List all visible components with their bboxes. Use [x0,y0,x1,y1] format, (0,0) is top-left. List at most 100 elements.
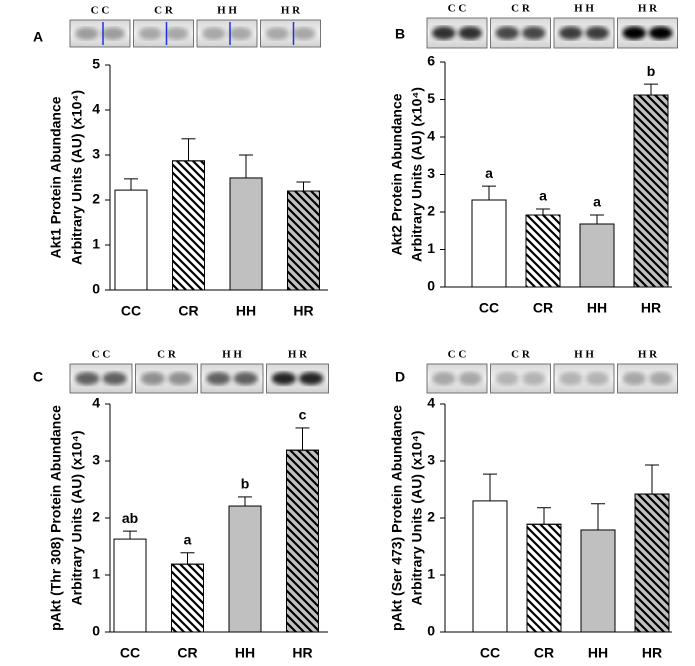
bar [229,177,263,291]
significance-letter: c [299,407,307,423]
blot-label: C C [448,3,467,15]
blot-band [228,27,253,40]
blot-band [458,372,483,385]
blot-label: H H [574,3,594,15]
bar-hatch [525,214,561,288]
y-tick-label: 3 [92,452,100,468]
blot-label: C R [511,3,531,15]
y-tick-label: 0 [92,623,100,639]
y-tick-label: 1 [427,566,435,582]
blot-label: C C [91,5,110,17]
blot-band [585,372,610,385]
blot-label: H R [638,349,658,361]
bar-hatch [171,563,204,633]
y-tick-label: 2 [92,509,100,525]
blot-band [167,372,193,385]
x-tick-label: CC [479,300,499,316]
blot-label: C R [154,5,174,17]
panel-label: B [395,26,405,42]
bar [579,223,615,288]
y-tick-label: 2 [92,191,100,207]
blot-band [298,372,324,385]
x-tick-label: CC [480,645,500,661]
y-tick-label: 0 [427,278,435,294]
bar [228,505,262,633]
x-tick-label: HR [292,645,312,661]
x-tick-label: CR [534,645,554,661]
y-tick-label: 2 [427,203,435,219]
y-tick-label: 0 [92,281,100,297]
blot-band [265,27,290,40]
significance-letter: a [485,165,493,181]
blot-band [74,372,100,385]
y-tick-label: 4 [427,395,435,411]
y-axis-label: pAkt (Thr 308) Protein Abundance [48,405,64,631]
bar [113,538,147,633]
bar-hatch [634,493,670,633]
blot-band [648,372,673,385]
y-tick-label: 4 [92,101,100,117]
blot-band [201,27,226,40]
blot-band [164,27,189,40]
blot-band [431,372,456,385]
blot-label: H H [217,5,237,17]
x-tick-label: CC [120,645,140,661]
blot-label: H H [574,349,594,361]
bar [471,199,507,288]
blot-band [622,372,647,385]
y-axis-label: Arbitrary Units (AU) (x10⁴) [409,87,425,262]
y-tick-label: 3 [427,165,435,181]
y-tick-label: 6 [427,53,435,69]
blot-label: H R [638,3,658,15]
y-tick-label: 2 [427,509,435,525]
x-tick-label: CR [177,645,197,661]
significance-letter: b [241,476,250,492]
significance-letter: a [184,531,192,547]
y-tick-label: 3 [92,146,100,162]
x-tick-label: HR [641,300,661,316]
blot-band [622,26,647,40]
y-tick-label: 4 [92,395,100,411]
blot-label: H R [281,5,301,17]
blot-label: C R [511,349,531,361]
blot-band [205,372,231,385]
bar [472,500,508,633]
bar-hatch [526,523,562,633]
blot-band [291,27,316,40]
blot-label: H H [222,349,242,361]
x-tick-label: CR [533,300,553,316]
y-tick-label: 1 [92,236,100,252]
y-tick-label: 0 [427,623,435,639]
blot-band [458,26,483,40]
y-axis-label: Arbitrary Units (AU) (x10⁴) [409,431,425,606]
blot-band [558,26,583,40]
y-axis-label: Akt1 Protein Abundance [48,96,64,258]
x-tick-label: HH [236,303,256,319]
bar [580,529,616,633]
bar-hatch [633,94,669,288]
y-tick-label: 5 [427,90,435,106]
x-tick-label: HR [293,303,313,319]
y-axis-label: pAkt (Ser 473) Protein Abundance [389,405,405,631]
x-tick-label: HR [642,645,662,661]
blot-band [558,372,583,385]
blot-band [648,26,673,40]
blot-band [585,26,610,40]
y-tick-label: 1 [92,566,100,582]
blot-band [495,26,520,40]
significance-letter: ab [122,510,138,526]
blot-band [140,372,166,385]
y-tick-label: 5 [92,56,100,72]
x-tick-label: HH [235,645,255,661]
blot-band [101,27,126,40]
blot-band [521,26,546,40]
y-axis-label: Akt2 Protein Abundance [389,93,405,255]
bar-hatch [287,190,320,291]
y-tick-label: 3 [427,452,435,468]
blot-label: H R [288,349,308,361]
x-tick-label: CC [121,303,141,319]
y-tick-label: 4 [427,128,435,144]
significance-letter: b [647,63,656,79]
blot-label: C C [448,349,467,361]
blot-band [521,372,546,385]
